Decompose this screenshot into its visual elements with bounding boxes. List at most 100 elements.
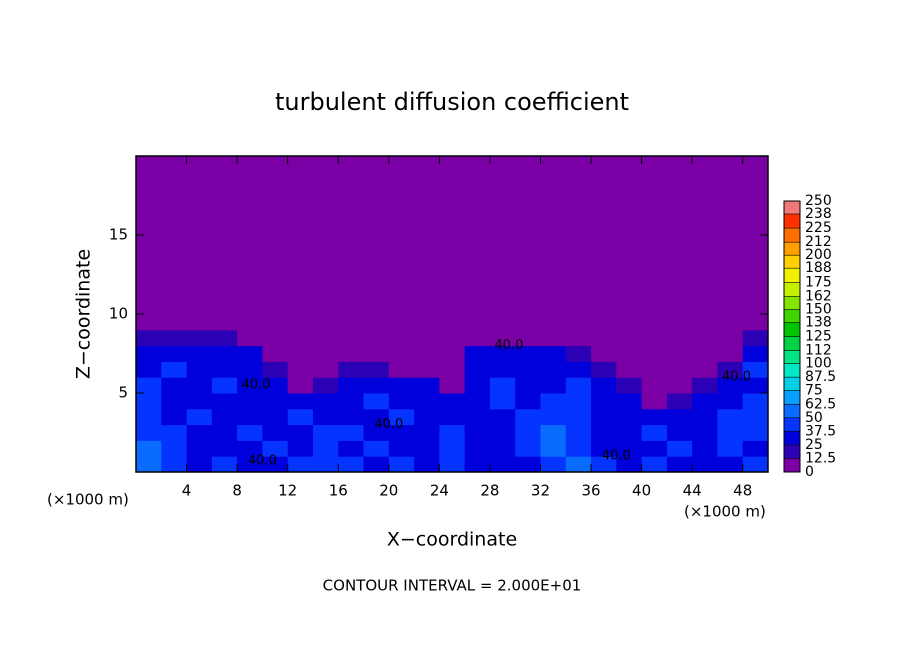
heatmap-cell xyxy=(565,393,592,410)
heatmap-cell xyxy=(616,156,643,331)
heatmap-cell xyxy=(515,329,541,347)
heatmap-cell xyxy=(338,377,365,394)
heatmap-cell xyxy=(742,424,769,441)
heatmap-cell xyxy=(363,424,390,441)
heatmap-cell xyxy=(616,377,643,394)
heatmap-cell xyxy=(565,456,592,473)
heatmap-cell xyxy=(211,156,238,331)
heatmap-cell xyxy=(363,393,390,410)
colorbar-label: 12.5 xyxy=(805,450,836,466)
heatmap-cell xyxy=(363,440,390,457)
heatmap-cell xyxy=(338,424,365,441)
heatmap-cell xyxy=(363,329,390,347)
y-axis-label: Z−coordinate xyxy=(73,249,95,379)
heatmap-cell xyxy=(540,345,567,362)
colorbar-swatch xyxy=(784,390,800,405)
y-tick-label: 10 xyxy=(109,305,128,323)
heatmap-cell xyxy=(414,424,440,441)
heatmap-cell xyxy=(515,408,541,426)
heatmap-cell xyxy=(211,345,238,362)
heatmap-cell xyxy=(312,456,339,473)
heatmap-cell xyxy=(237,377,263,394)
heatmap-cell xyxy=(287,440,314,457)
colorbar-swatch xyxy=(784,404,800,418)
heatmap-cell xyxy=(641,361,668,378)
contour-label: 40.0 xyxy=(248,453,277,468)
heatmap-cell xyxy=(388,156,415,331)
heatmap-cell xyxy=(237,156,263,331)
heatmap-cell xyxy=(464,408,491,426)
heatmap-cell xyxy=(136,456,162,473)
heatmap-cell xyxy=(464,393,491,410)
heatmap-cell xyxy=(489,440,516,457)
heatmap-cell xyxy=(616,393,643,410)
heatmap-cell xyxy=(439,329,466,347)
colorbar-label: 150 xyxy=(805,301,832,317)
heatmap-cell xyxy=(742,408,769,426)
heatmap-cell xyxy=(742,156,769,331)
y-tick-label: 5 xyxy=(118,384,128,402)
heatmap-cell xyxy=(591,456,617,473)
heatmap-cell xyxy=(439,440,466,457)
heatmap-cell xyxy=(161,156,188,331)
colorbar-label: 162 xyxy=(805,288,832,304)
heatmap-cell xyxy=(591,329,617,347)
colorbar-label: 188 xyxy=(805,260,832,276)
contour-label: 40.0 xyxy=(374,417,403,432)
heatmap-cell xyxy=(540,361,567,378)
colorbar-label: 250 xyxy=(805,193,832,209)
heatmap-cell xyxy=(591,424,617,441)
heatmap-cell xyxy=(186,456,213,473)
heatmap-cell xyxy=(489,408,516,426)
heatmap-cell xyxy=(287,408,314,426)
heatmap-cell xyxy=(439,361,466,378)
x-tick-label: 12 xyxy=(278,482,297,500)
heatmap-cell xyxy=(312,156,339,331)
heatmap-cell xyxy=(515,424,541,441)
heatmap-cell xyxy=(616,345,643,362)
heatmap-cell xyxy=(338,393,365,410)
heatmap-cell xyxy=(262,156,289,331)
heatmap-cell xyxy=(136,393,162,410)
heatmap-cell xyxy=(136,156,162,331)
heatmap-cell xyxy=(237,408,263,426)
heatmap-cell xyxy=(489,424,516,441)
colorbar-label: 125 xyxy=(805,329,832,345)
heatmap-cell xyxy=(237,393,263,410)
colorbar-swatch xyxy=(784,296,800,310)
contour-label: 40.0 xyxy=(242,378,271,393)
heatmap-cell xyxy=(439,377,466,394)
heatmap-cell xyxy=(591,361,617,378)
heatmap-cell xyxy=(439,408,466,426)
heatmap-cell xyxy=(237,440,263,457)
heatmap-cell xyxy=(565,424,592,441)
heatmap-cell xyxy=(186,440,213,457)
heatmap-cell xyxy=(666,393,693,410)
heatmap-cell xyxy=(363,408,390,426)
heatmap-cell xyxy=(136,361,162,378)
heatmap-cell xyxy=(262,408,289,426)
heatmap-cell xyxy=(464,156,491,331)
heatmap-cell xyxy=(287,456,314,473)
colorbar-swatch xyxy=(784,363,800,378)
heatmap-cell xyxy=(414,361,440,378)
heatmap-cell xyxy=(439,345,466,362)
heatmap-cell xyxy=(211,424,238,441)
heatmap-cell xyxy=(262,393,289,410)
heatmap-cell xyxy=(464,329,491,347)
heatmap-cell xyxy=(591,440,617,457)
heatmap-cell xyxy=(666,345,693,362)
colorbar-swatch xyxy=(784,268,800,283)
heatmap-cell xyxy=(489,456,516,473)
colorbar-swatch xyxy=(784,255,800,269)
heatmap-cell xyxy=(161,345,188,362)
colorbar-swatch xyxy=(784,214,800,229)
heatmap-cell xyxy=(666,377,693,394)
heatmap-cell xyxy=(742,456,769,473)
heatmap-cell xyxy=(287,393,314,410)
heatmap-cell xyxy=(312,345,339,362)
heatmap-cell xyxy=(489,361,516,378)
heatmap-cell xyxy=(666,424,693,441)
heatmap-cell xyxy=(439,456,466,473)
heatmap-cell xyxy=(161,377,188,394)
